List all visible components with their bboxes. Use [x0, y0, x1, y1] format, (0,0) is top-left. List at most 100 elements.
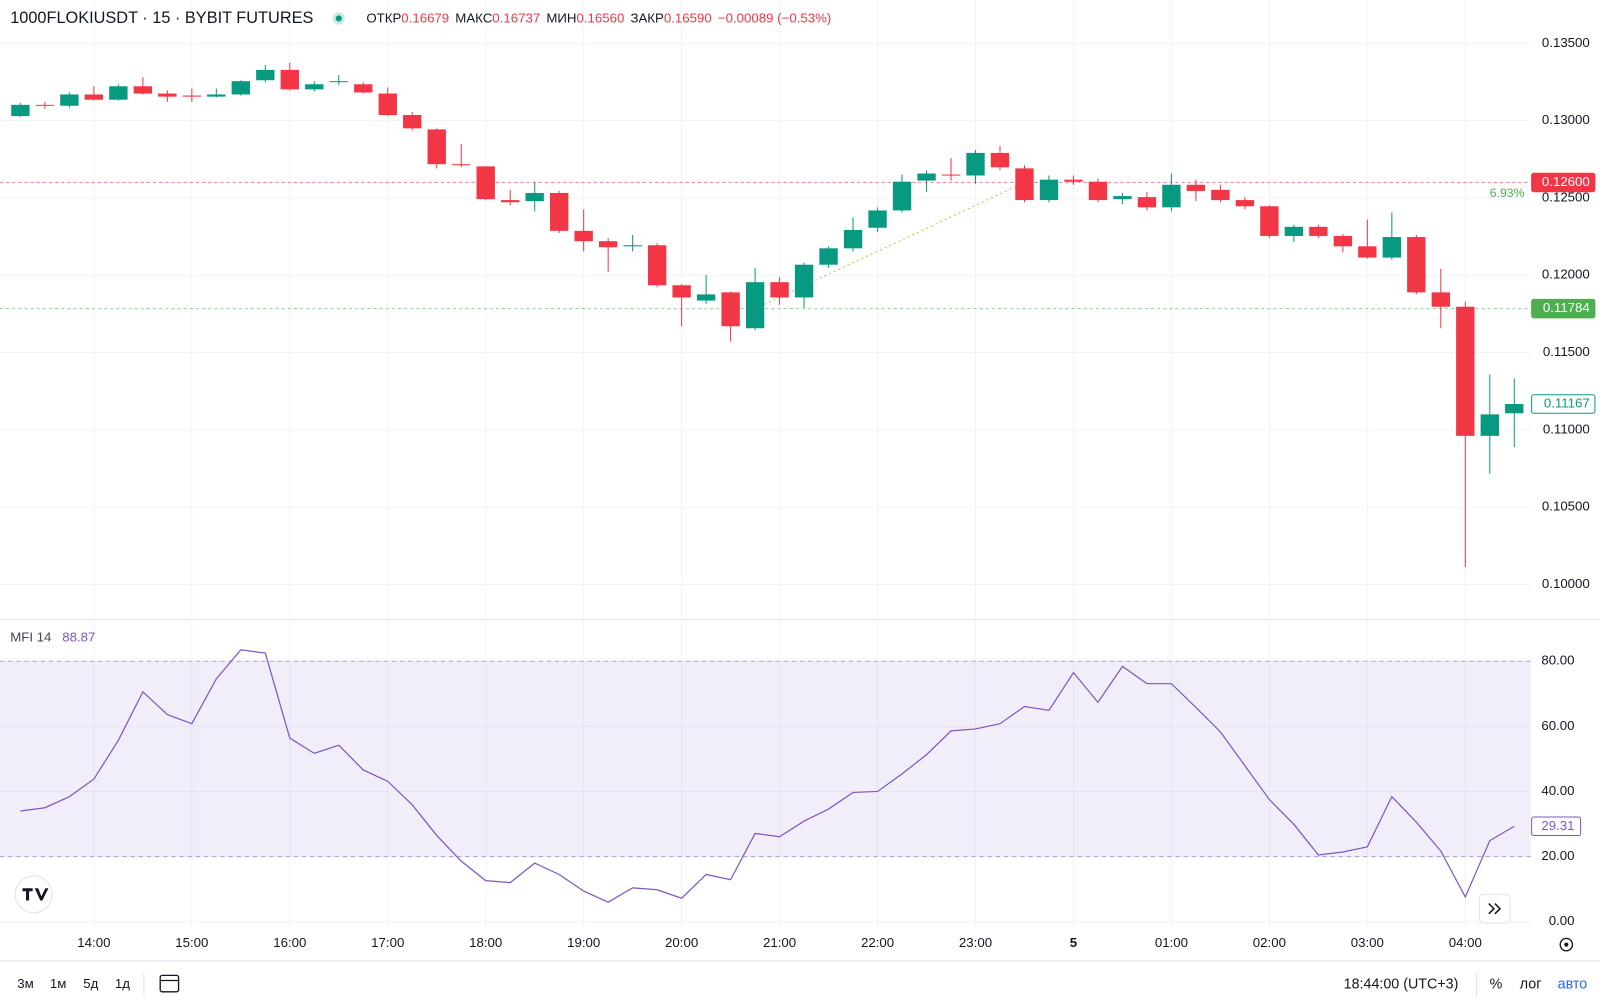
mfi-tick-label: 0.00	[1549, 913, 1575, 928]
candle-body	[966, 152, 985, 176]
candle-body	[1431, 292, 1450, 307]
candle-body	[403, 115, 422, 129]
candle-body	[35, 104, 55, 106]
candle-body	[231, 81, 250, 95]
y-tick-label: 0.12500	[1542, 189, 1590, 204]
x-tick-label: 22:00	[861, 935, 894, 950]
candle-body	[1358, 246, 1377, 258]
scroll-icon	[1488, 903, 1502, 915]
candle-body	[158, 93, 177, 97]
candle-body	[941, 174, 961, 176]
legend-value: 0.16737	[492, 10, 540, 25]
candle-body	[1235, 200, 1255, 207]
auto-button[interactable]: авто	[1558, 976, 1588, 992]
y-tick-label: 0.13000	[1542, 112, 1590, 127]
mfi-last-box	[1531, 816, 1582, 837]
mfi-band-fill	[0, 661, 1531, 857]
candle-body	[770, 282, 789, 298]
ohlc-legend: ОТКР0.16679 МАКС0.16737 МИН0.16560 ЗАКР0.16…	[366, 10, 831, 25]
x-tick-label: 14:00	[77, 935, 110, 950]
x-tick-label: 20:00	[665, 935, 698, 950]
x-tick-label: 19:00	[567, 935, 600, 950]
candle-body	[721, 292, 740, 327]
log-button[interactable]: лог	[1520, 976, 1542, 992]
candle-body	[329, 81, 348, 83]
price-label: 0.11784	[1543, 300, 1590, 315]
candle-body	[892, 181, 912, 211]
candle-body	[354, 84, 373, 93]
mfi-tick-label: 60.00	[1541, 718, 1574, 733]
y-tick-label: 0.11500	[1543, 344, 1590, 359]
x-tick-label: 02:00	[1253, 935, 1286, 950]
range-button[interactable]: 5д	[83, 976, 98, 991]
candle-body	[133, 86, 153, 94]
mfi-tick-label: 40.00	[1541, 783, 1574, 798]
range-button[interactable]: 1д	[115, 976, 130, 991]
candle-body	[256, 69, 275, 81]
y-tick-label: 0.10500	[1542, 499, 1590, 514]
annotation: 6.93%	[1490, 186, 1525, 200]
range-button[interactable]: 1м	[50, 976, 66, 991]
mfi-tick-label: 20.00	[1541, 848, 1574, 863]
legend-value: 0.16590	[664, 10, 712, 25]
mfi-tick-label: 80.00	[1541, 653, 1574, 668]
legend-value: 0.16679	[401, 10, 449, 25]
candle-body	[1309, 226, 1328, 236]
price-label: 0.11167	[1544, 396, 1590, 411]
candle-body	[501, 200, 520, 203]
candle-body	[868, 210, 887, 228]
candle-body	[1407, 237, 1426, 293]
y-tick-label: 0.10000	[1542, 576, 1590, 591]
candle-body	[11, 104, 30, 117]
x-tick-label: 17:00	[371, 935, 404, 950]
candle-body	[1137, 197, 1157, 208]
candle-body	[696, 294, 716, 301]
range-button[interactable]: 3м	[17, 976, 33, 991]
candle-body	[1186, 184, 1206, 191]
candle-body	[1382, 237, 1402, 258]
x-tick-label: 21:00	[763, 935, 796, 950]
candle-body	[182, 95, 202, 97]
candle-body	[917, 173, 936, 181]
x-tick-label: 04:00	[1449, 935, 1482, 950]
candle-body	[427, 129, 446, 165]
logo	[14, 875, 53, 914]
candle-body	[280, 69, 299, 90]
candle-body	[1333, 235, 1353, 247]
candle-body	[60, 94, 79, 106]
mfi-line	[20, 649, 1515, 903]
candle-body	[84, 94, 104, 100]
candle-body	[574, 230, 593, 242]
legend-value: 0.16560	[576, 10, 624, 25]
candle-body	[990, 152, 1010, 168]
candle-body	[1113, 196, 1132, 200]
candle-body	[378, 93, 397, 116]
candle-body	[1039, 179, 1059, 201]
price-label: 0.12600	[1542, 174, 1590, 189]
candle-body	[1456, 306, 1475, 436]
price-label-box	[1531, 172, 1596, 193]
x-tick-label: 18:00	[469, 935, 502, 950]
x-tick-label: 01:00	[1155, 935, 1188, 950]
x-tick-label: 23:00	[959, 935, 992, 950]
clock: 18:44:00 (UTC+3)	[1344, 976, 1459, 992]
mfi	[20, 649, 1515, 903]
candle-body	[1260, 206, 1279, 236]
candle-body	[1088, 181, 1108, 201]
candle-body	[476, 166, 495, 200]
x-tick-label: 5	[1070, 935, 1078, 950]
candle-body	[1284, 226, 1304, 236]
candle-body	[1480, 414, 1499, 436]
calendar-button[interactable]	[159, 974, 180, 993]
settings-icon[interactable]	[1559, 937, 1574, 952]
legend-label: ОТКР	[366, 10, 401, 25]
candle-body	[109, 86, 128, 100]
x-tick-label: 03:00	[1351, 935, 1384, 950]
candle-body	[647, 245, 667, 286]
price-label-box	[1531, 298, 1596, 319]
percent-button[interactable]: %	[1490, 976, 1503, 992]
mfi-title: MFI 14	[10, 629, 51, 644]
candle-body	[794, 264, 814, 298]
candle-body	[1162, 184, 1181, 208]
